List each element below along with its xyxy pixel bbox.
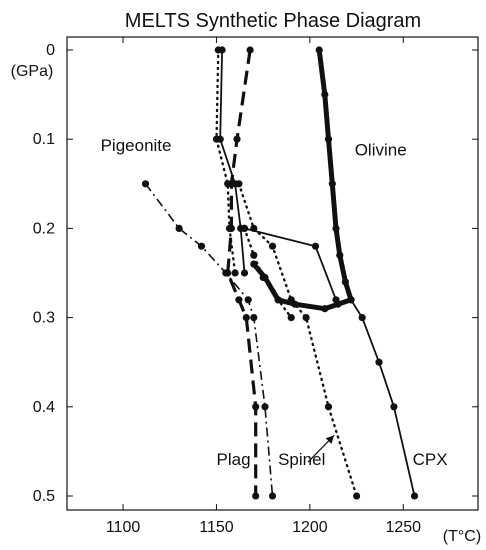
series-spinel bbox=[235, 180, 361, 500]
data-point bbox=[332, 224, 340, 232]
data-point bbox=[242, 314, 250, 322]
data-point bbox=[250, 260, 258, 268]
data-point bbox=[252, 492, 260, 500]
spinel-arrow-head bbox=[325, 435, 335, 444]
data-point bbox=[197, 242, 206, 250]
series-line bbox=[144, 183, 274, 497]
x-tick-label: 1100 bbox=[106, 519, 141, 536]
data-point bbox=[250, 251, 258, 259]
y-tick-label: 0 bbox=[46, 42, 55, 59]
series-olivine bbox=[315, 46, 355, 304]
series-line bbox=[316, 49, 354, 301]
data-point bbox=[175, 224, 183, 232]
data-point bbox=[268, 492, 277, 500]
series-boundary-5 bbox=[212, 46, 239, 277]
data-point bbox=[141, 180, 150, 188]
label-pigeonite: Pigeonite bbox=[101, 136, 172, 155]
x-tick-label: 1150 bbox=[199, 519, 234, 536]
series-boundary-9 bbox=[250, 260, 355, 313]
label-spinel: Spinel bbox=[278, 450, 325, 469]
data-point bbox=[324, 135, 333, 143]
y-axis-label: (GPa) bbox=[11, 63, 54, 80]
data-point bbox=[225, 224, 234, 232]
data-point bbox=[324, 403, 333, 411]
data-point bbox=[240, 224, 249, 232]
series-line bbox=[243, 227, 293, 319]
series-line bbox=[350, 299, 416, 497]
data-point bbox=[246, 46, 254, 54]
x-tick-label: 1200 bbox=[292, 519, 328, 536]
data-point bbox=[287, 314, 295, 322]
label-olivine: Olivine bbox=[355, 140, 407, 159]
data-point bbox=[328, 180, 336, 188]
data-point bbox=[347, 296, 355, 304]
series-line bbox=[226, 49, 258, 496]
y-tick-label: 0.3 bbox=[33, 310, 55, 327]
data-point bbox=[252, 403, 260, 411]
data-point bbox=[261, 273, 269, 282]
series-pigeonite bbox=[141, 180, 277, 500]
data-point bbox=[235, 296, 243, 304]
data-point bbox=[244, 296, 252, 304]
data-point bbox=[231, 269, 239, 277]
y-tick-label: 0.4 bbox=[33, 399, 55, 416]
label-plag: Plag bbox=[217, 450, 251, 469]
label-cpx: CPX bbox=[413, 450, 448, 469]
data-point bbox=[311, 242, 320, 250]
data-point bbox=[315, 46, 323, 54]
plot-border bbox=[66, 36, 479, 511]
data-point bbox=[302, 314, 310, 322]
y-tick-label: 0.2 bbox=[33, 220, 55, 237]
series-boundary-6 bbox=[216, 46, 249, 277]
data-point bbox=[321, 91, 329, 99]
data-point bbox=[250, 314, 258, 322]
data-point bbox=[341, 278, 349, 286]
series-line bbox=[219, 49, 246, 274]
data-point bbox=[410, 492, 419, 500]
y-tick-label: 0.1 bbox=[33, 131, 55, 148]
series-line bbox=[244, 227, 337, 301]
data-point bbox=[216, 135, 224, 143]
y-tick-label: 0.5 bbox=[33, 488, 55, 505]
data-point bbox=[224, 180, 232, 188]
annotations-layer: Pigeonite Olivine Plag Spinel CPX bbox=[101, 136, 448, 469]
data-point bbox=[222, 269, 230, 277]
series-cpx bbox=[347, 296, 419, 500]
data-point bbox=[233, 135, 241, 143]
data-point bbox=[334, 300, 342, 308]
data-point bbox=[358, 314, 366, 322]
data-point bbox=[274, 296, 282, 304]
plot-frame bbox=[66, 36, 479, 511]
data-point bbox=[218, 46, 226, 54]
data-point bbox=[336, 251, 344, 259]
data-point bbox=[390, 403, 398, 411]
chart-title: MELTS Synthetic Phase Diagram bbox=[125, 10, 421, 32]
data-point bbox=[321, 305, 329, 313]
data-point bbox=[261, 403, 269, 411]
x-axis-label: (T°C) bbox=[443, 528, 481, 545]
ticks-layer: 0 0.1 0.2 0.3 0.4 0.5 1100 1150 1200 1250 bbox=[33, 37, 478, 536]
data-point bbox=[240, 269, 249, 277]
series-line bbox=[215, 48, 237, 275]
series-layer bbox=[141, 46, 419, 500]
data-point bbox=[375, 358, 383, 366]
data-point bbox=[268, 242, 277, 250]
data-point bbox=[231, 180, 239, 188]
x-tick-label: 1250 bbox=[385, 519, 421, 536]
data-point bbox=[353, 492, 361, 500]
data-point bbox=[291, 300, 299, 308]
